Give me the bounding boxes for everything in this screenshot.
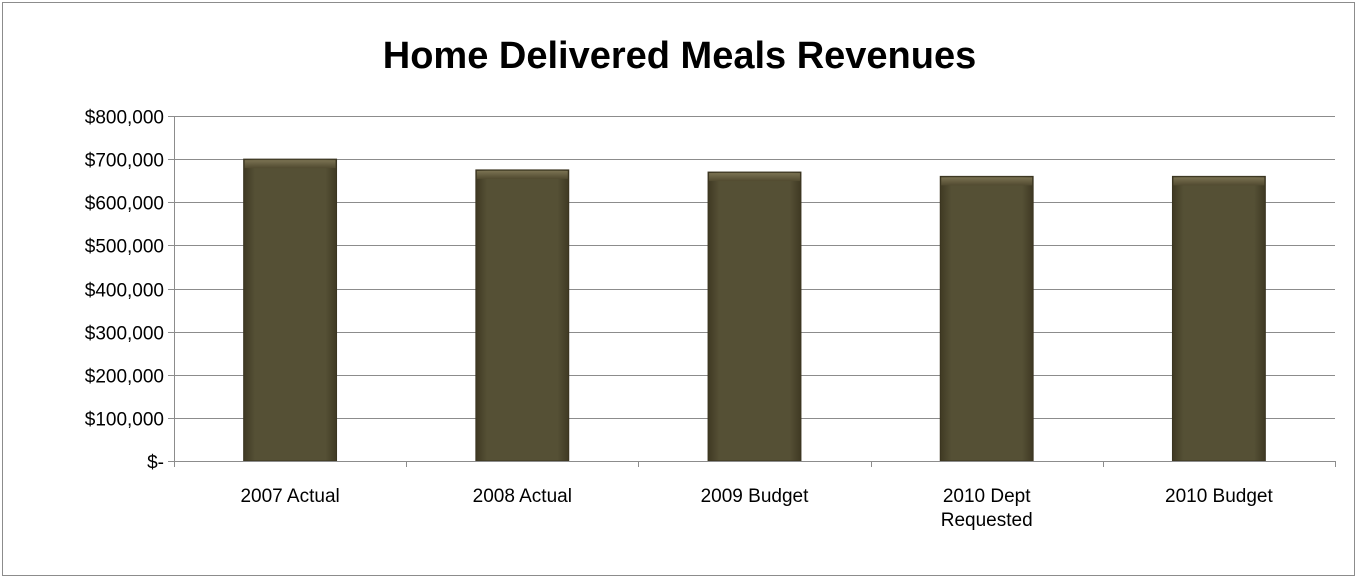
bar-bevel [1173, 177, 1265, 186]
y-tick-label: $400,000 [85, 281, 164, 302]
x-tick-label: 2007 Actual [240, 486, 339, 507]
bar-bevel [941, 177, 1033, 186]
axes [168, 116, 1336, 467]
bar-body [243, 158, 338, 462]
bar-body [707, 171, 802, 462]
x-tick-label: 2009 Budget [701, 486, 809, 507]
y-tick-label: $700,000 [85, 151, 164, 172]
chart-title: Home Delivered Meals Revenues [382, 35, 977, 77]
y-tick-label: $100,000 [85, 410, 164, 431]
bar-bevel [244, 160, 336, 169]
bar [707, 171, 802, 462]
y-tick-label: $300,000 [85, 324, 164, 345]
y-tick-label: $600,000 [85, 194, 164, 215]
bar [243, 158, 338, 462]
bar-bevel [709, 173, 800, 182]
bar-body [1171, 175, 1266, 462]
y-tick-label: $200,000 [85, 367, 164, 388]
bar [939, 175, 1034, 462]
bars [243, 158, 1266, 462]
y-tick-label: $- [147, 453, 164, 474]
bar-body [939, 175, 1034, 462]
x-tick-labels: 2007 Actual 2008 Actual 2009 Budget 2010 De… [240, 486, 1273, 531]
bar [475, 169, 570, 462]
x-tick-label: 2010 Dept [943, 486, 1031, 507]
bar [1171, 175, 1266, 462]
y-tick-labels: $- $100,000 $200,000 $300,000 $400,000 $500,0… [85, 108, 164, 474]
x-tick-label: Requested [941, 510, 1033, 531]
bar-bevel [476, 170, 568, 179]
y-tick-label: $500,000 [85, 237, 164, 258]
bar-body [475, 169, 570, 462]
x-tick-label: 2008 Actual [473, 486, 572, 507]
x-tick-label: 2010 Budget [1165, 486, 1273, 507]
y-tick-label: $800,000 [85, 108, 164, 129]
